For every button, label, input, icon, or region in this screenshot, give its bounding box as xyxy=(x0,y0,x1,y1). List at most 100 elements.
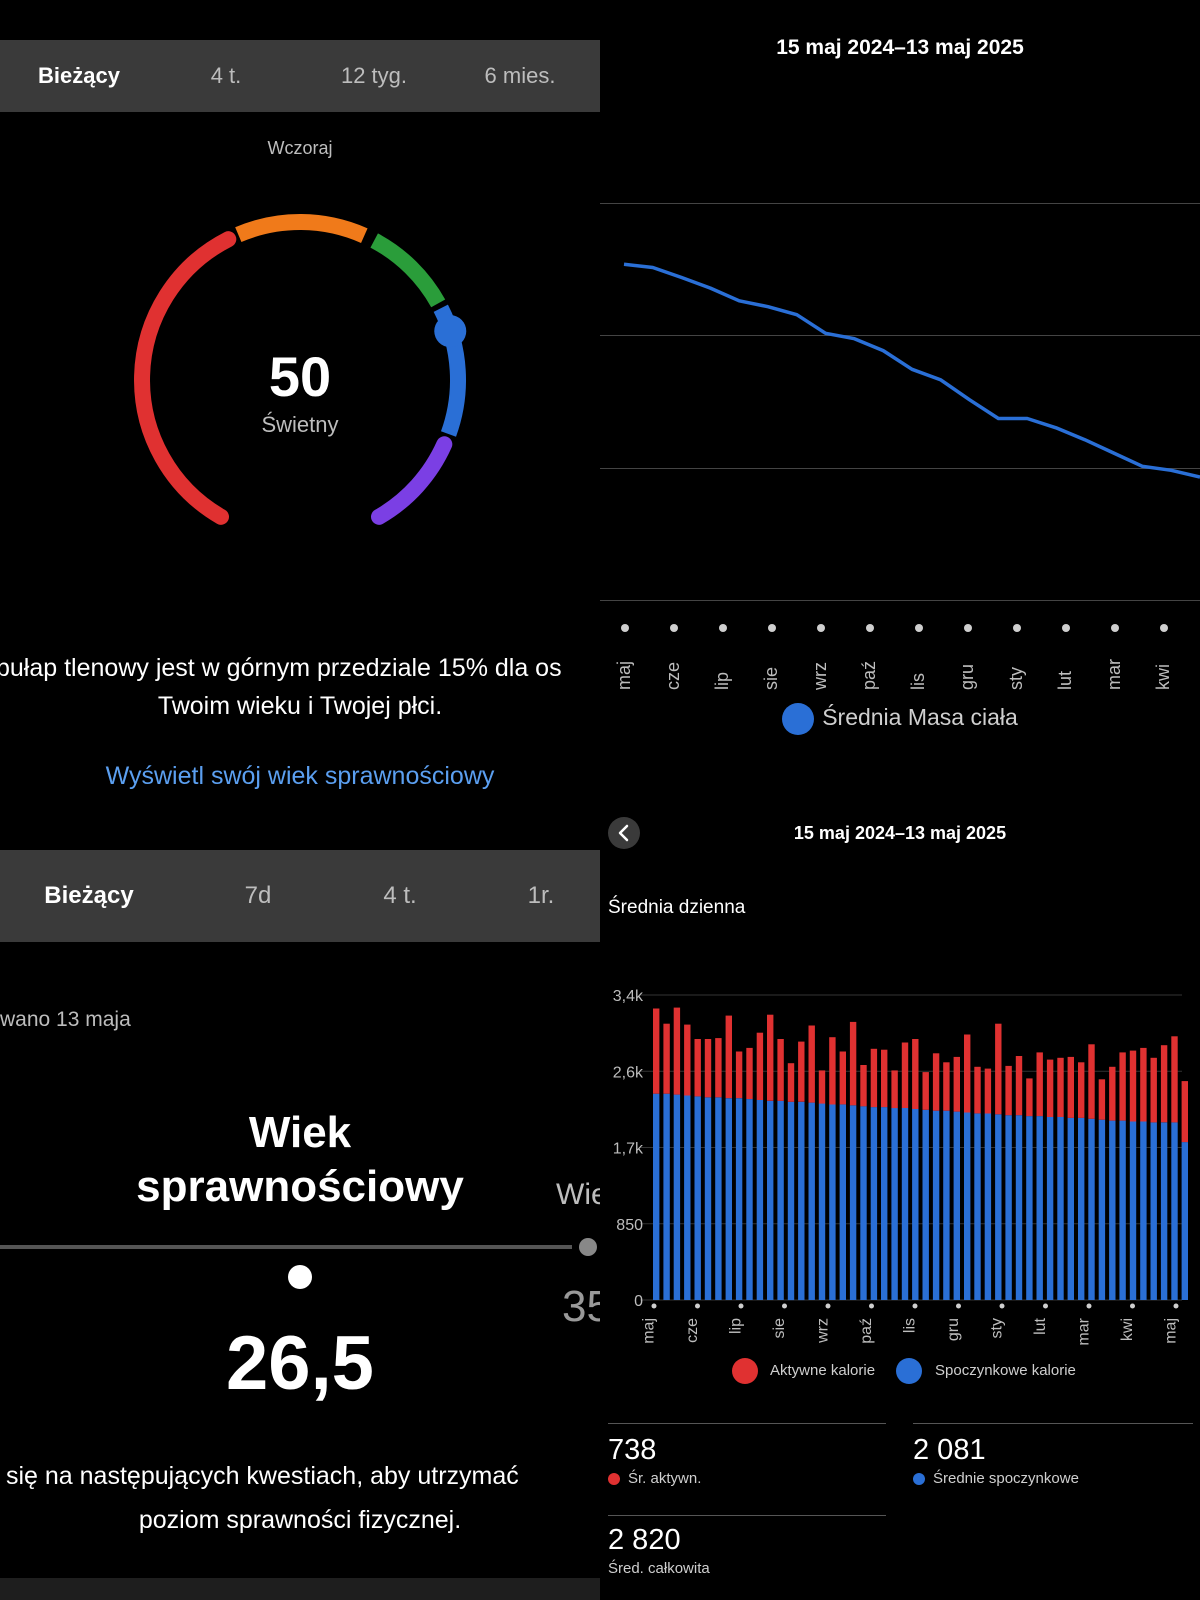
bar-resting[interactable] xyxy=(1140,1121,1147,1301)
bar-active[interactable] xyxy=(1057,1057,1064,1117)
bar-resting[interactable] xyxy=(891,1108,898,1300)
bar-active[interactable] xyxy=(704,1039,712,1098)
bar-active[interactable] xyxy=(1160,1045,1168,1123)
bar-resting[interactable] xyxy=(715,1097,722,1300)
bar-active[interactable] xyxy=(808,1025,815,1103)
bar-resting[interactable] xyxy=(653,1093,660,1300)
bar-resting[interactable] xyxy=(974,1113,981,1300)
bar-active[interactable] xyxy=(829,1037,836,1105)
bar-resting[interactable] xyxy=(922,1109,929,1300)
bar-resting[interactable] xyxy=(1026,1116,1033,1300)
bar-resting[interactable] xyxy=(1067,1117,1074,1300)
bar-resting[interactable] xyxy=(1057,1117,1064,1300)
back-button[interactable] xyxy=(608,817,640,849)
bar-resting[interactable] xyxy=(1078,1117,1085,1300)
bar-resting[interactable] xyxy=(1036,1116,1043,1300)
bar-resting[interactable] xyxy=(1171,1122,1178,1300)
bar-active[interactable] xyxy=(1171,1036,1178,1123)
fa-slider-dot[interactable] xyxy=(288,1265,312,1289)
bar-active[interactable] xyxy=(932,1053,940,1111)
bar-active[interactable] xyxy=(1026,1078,1033,1117)
bar-active[interactable] xyxy=(735,1051,743,1099)
bar-resting[interactable] xyxy=(953,1111,960,1300)
bar-resting[interactable] xyxy=(808,1102,815,1300)
bar-active[interactable] xyxy=(860,1065,867,1107)
bar-active[interactable] xyxy=(715,1038,722,1098)
bar-active[interactable] xyxy=(1119,1052,1126,1121)
vo2-tab-current[interactable]: Bieżący xyxy=(38,63,120,88)
bar-resting[interactable] xyxy=(849,1105,857,1300)
vo2-tab-4-weeks[interactable]: 4 t. xyxy=(210,63,242,88)
bar-resting[interactable] xyxy=(995,1114,1002,1300)
bar-active[interactable] xyxy=(725,1015,732,1099)
bar-active[interactable] xyxy=(694,1039,701,1097)
bar-resting[interactable] xyxy=(839,1104,846,1300)
bar-resting[interactable] xyxy=(756,1100,764,1300)
bar-resting[interactable] xyxy=(735,1098,743,1300)
bar-active[interactable] xyxy=(839,1051,846,1105)
bar-resting[interactable] xyxy=(684,1095,691,1301)
bar-resting[interactable] xyxy=(663,1093,670,1300)
bar-resting[interactable] xyxy=(673,1094,681,1300)
bar-resting[interactable] xyxy=(912,1108,919,1300)
fa-tab-7-days[interactable]: 7d xyxy=(244,882,272,909)
fa-tab-4-weeks[interactable]: 4 t. xyxy=(383,882,417,909)
bar-active[interactable] xyxy=(787,1063,795,1102)
bar-resting[interactable] xyxy=(1098,1119,1106,1300)
bar-active[interactable] xyxy=(746,1047,753,1099)
bar-active[interactable] xyxy=(1067,1056,1074,1118)
bar-active[interactable] xyxy=(663,1023,670,1094)
bar-resting[interactable] xyxy=(932,1110,940,1300)
bar-active[interactable] xyxy=(756,1032,764,1100)
bar-resting[interactable] xyxy=(1015,1115,1023,1300)
bar-active[interactable] xyxy=(870,1048,878,1108)
bar-resting[interactable] xyxy=(1129,1121,1137,1301)
bar-active[interactable] xyxy=(1150,1057,1157,1123)
vo2-tab-12-weeks[interactable]: 12 tyg. xyxy=(340,63,408,88)
bar-active[interactable] xyxy=(1098,1079,1106,1120)
bar-resting[interactable] xyxy=(1160,1122,1168,1300)
bar-active[interactable] xyxy=(912,1039,919,1109)
bar-active[interactable] xyxy=(1015,1056,1023,1116)
bar-active[interactable] xyxy=(943,1062,950,1111)
bar-resting[interactable] xyxy=(984,1113,992,1300)
bar-active[interactable] xyxy=(1046,1059,1054,1117)
bar-resting[interactable] xyxy=(818,1103,826,1301)
bar-resting[interactable] xyxy=(860,1106,867,1300)
bar-resting[interactable] xyxy=(1046,1117,1054,1300)
bar-resting[interactable] xyxy=(1005,1115,1012,1300)
bar-active[interactable] xyxy=(901,1042,909,1109)
vo2-tab-6-months[interactable]: 6 mies. xyxy=(484,63,556,88)
bar-active[interactable] xyxy=(777,1039,784,1101)
bar-active[interactable] xyxy=(995,1023,1002,1115)
bar-resting[interactable] xyxy=(1150,1122,1157,1300)
bar-active[interactable] xyxy=(974,1066,981,1114)
bar-active[interactable] xyxy=(984,1068,992,1114)
bar-active[interactable] xyxy=(798,1041,805,1102)
bar-resting[interactable] xyxy=(767,1100,774,1300)
bar-active[interactable] xyxy=(1109,1066,1116,1121)
bar-active[interactable] xyxy=(891,1070,898,1109)
bar-resting[interactable] xyxy=(901,1108,909,1300)
bar-resting[interactable] xyxy=(1109,1120,1116,1300)
bar-active[interactable] xyxy=(1036,1052,1043,1117)
bar-active[interactable] xyxy=(922,1072,929,1110)
bar-resting[interactable] xyxy=(746,1099,753,1300)
bar-resting[interactable] xyxy=(964,1112,971,1301)
bar-active[interactable] xyxy=(673,1007,681,1095)
bar-active[interactable] xyxy=(1088,1044,1095,1119)
bar-active[interactable] xyxy=(881,1049,888,1108)
bar-resting[interactable] xyxy=(704,1097,712,1300)
bar-active[interactable] xyxy=(1129,1050,1137,1122)
bar-resting[interactable] xyxy=(1181,1142,1188,1300)
bar-active[interactable] xyxy=(1078,1062,1085,1118)
bar-active[interactable] xyxy=(953,1056,960,1112)
bar-active[interactable] xyxy=(1005,1065,1012,1116)
fitness-age-link[interactable]: Wyświetl swój wiek sprawnościowy xyxy=(105,762,495,790)
bar-resting[interactable] xyxy=(829,1104,836,1300)
bar-active[interactable] xyxy=(1181,1081,1188,1143)
bar-resting[interactable] xyxy=(881,1107,888,1300)
fa-slider-next-dot[interactable] xyxy=(579,1238,597,1256)
bar-resting[interactable] xyxy=(787,1101,795,1301)
bar-resting[interactable] xyxy=(943,1110,950,1300)
